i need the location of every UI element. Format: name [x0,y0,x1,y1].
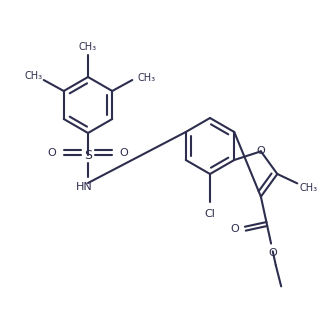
Text: Cl: Cl [204,209,215,219]
Text: CH₃: CH₃ [79,42,97,52]
Text: O: O [231,224,239,234]
Text: O: O [269,248,278,258]
Text: O: O [256,146,265,156]
Text: CH₃: CH₃ [299,183,317,193]
Text: S: S [84,149,92,162]
Text: O: O [120,148,129,158]
Text: CH₃: CH₃ [137,73,155,83]
Text: HN: HN [76,182,92,192]
Text: O: O [48,148,56,158]
Text: CH₃: CH₃ [25,71,43,81]
